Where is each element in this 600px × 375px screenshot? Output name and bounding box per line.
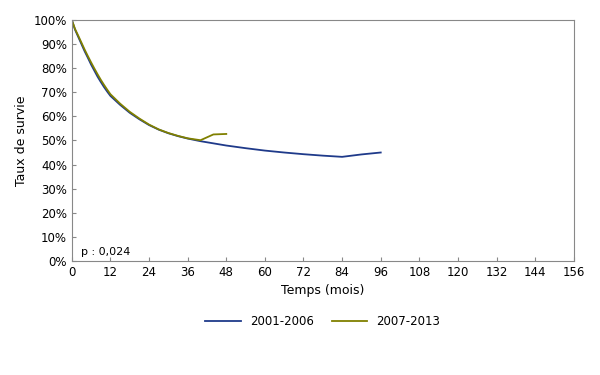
2007-2013 (175, 134, 182, 138)
2001-2006 (281, 150, 288, 155)
2001-2006 (88, 62, 95, 67)
2007-2013 (107, 92, 114, 96)
2007-2013 (71, 27, 79, 31)
2007-2013 (184, 136, 191, 141)
2007-2013 (145, 122, 152, 127)
2007-2013 (88, 60, 95, 64)
2001-2006 (71, 27, 79, 32)
2001-2006 (84, 56, 91, 60)
X-axis label: Temps (mois): Temps (mois) (281, 284, 364, 297)
2007-2013 (223, 132, 230, 136)
2001-2006 (261, 148, 268, 153)
2001-2006 (319, 153, 326, 158)
2007-2013 (155, 127, 162, 132)
Line: 2007-2013: 2007-2013 (72, 20, 226, 140)
2007-2013 (116, 101, 124, 106)
2001-2006 (74, 34, 82, 39)
2001-2006 (300, 152, 307, 156)
Line: 2001-2006: 2001-2006 (72, 20, 381, 157)
2001-2006 (136, 117, 143, 122)
Legend: 2001-2006, 2007-2013: 2001-2006, 2007-2013 (200, 310, 445, 333)
2001-2006 (338, 154, 346, 159)
Text: p : 0,024: p : 0,024 (82, 248, 131, 257)
2001-2006 (91, 68, 98, 73)
2007-2013 (136, 116, 143, 121)
2001-2006 (68, 18, 76, 22)
2001-2006 (197, 139, 204, 143)
2007-2013 (91, 66, 98, 70)
2007-2013 (68, 18, 76, 22)
2001-2006 (81, 49, 88, 54)
2001-2006 (104, 89, 111, 94)
2001-2006 (116, 102, 124, 107)
2001-2006 (223, 143, 230, 148)
2001-2006 (155, 128, 162, 132)
2007-2013 (126, 110, 133, 114)
2007-2013 (74, 33, 82, 38)
2001-2006 (107, 94, 114, 98)
2007-2013 (165, 131, 172, 135)
2001-2006 (100, 85, 107, 89)
2007-2013 (84, 54, 91, 58)
2001-2006 (210, 141, 217, 146)
2001-2006 (242, 146, 249, 150)
2001-2006 (70, 22, 77, 27)
2007-2013 (210, 132, 217, 137)
2001-2006 (358, 152, 365, 157)
2007-2013 (197, 138, 204, 142)
2001-2006 (175, 134, 182, 138)
2001-2006 (78, 42, 85, 46)
2007-2013 (104, 87, 111, 92)
2007-2013 (78, 40, 85, 45)
2001-2006 (165, 131, 172, 135)
2007-2013 (97, 78, 104, 82)
2001-2006 (97, 80, 104, 84)
2001-2006 (184, 136, 191, 141)
2007-2013 (81, 47, 88, 52)
2007-2013 (70, 22, 77, 27)
Y-axis label: Taux de survie: Taux de survie (15, 95, 28, 186)
2001-2006 (145, 123, 152, 127)
2007-2013 (100, 82, 107, 87)
2001-2006 (94, 74, 101, 79)
2001-2006 (126, 111, 133, 115)
2001-2006 (377, 150, 385, 155)
2007-2013 (94, 72, 101, 76)
